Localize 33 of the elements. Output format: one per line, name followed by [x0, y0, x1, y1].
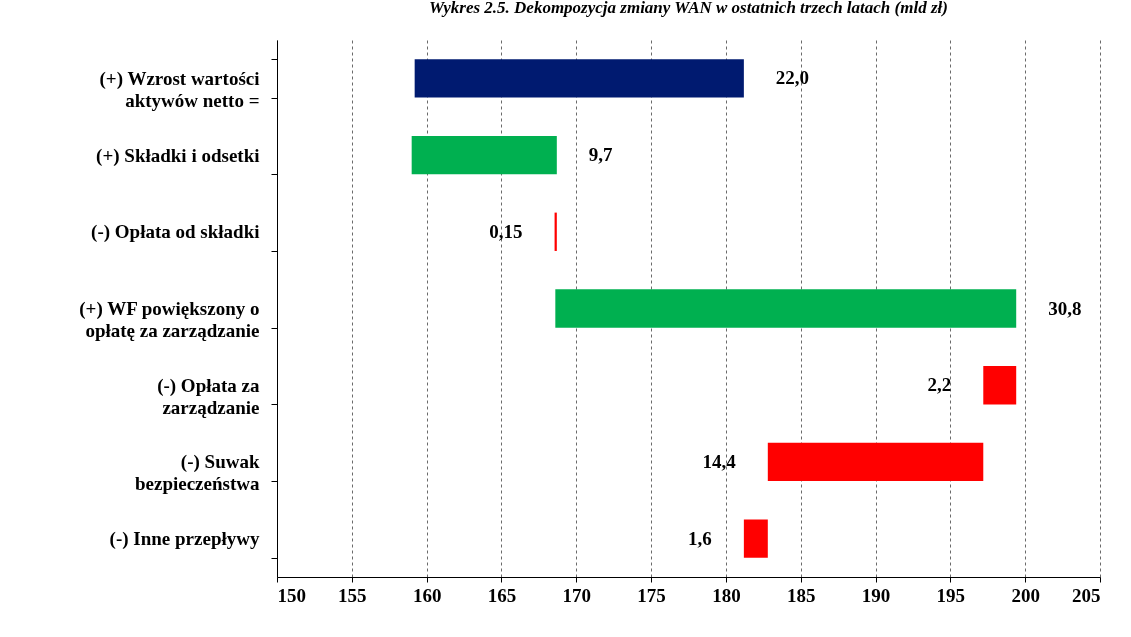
- x-tick-label: 160: [412, 584, 442, 606]
- data-label: 9,7: [588, 144, 614, 166]
- data-label: 2,2: [927, 374, 952, 396]
- x-tick-label: 180: [712, 584, 741, 606]
- data-label: 1,6: [688, 527, 712, 549]
- x-tick-label: 205: [1072, 584, 1101, 606]
- x-tick-label: 185: [786, 584, 816, 606]
- x-tick-label: 150: [277, 584, 306, 606]
- x-tick-label: 195: [936, 584, 966, 606]
- data-label: 30,8: [1048, 297, 1082, 319]
- bar: [983, 366, 1017, 405]
- y-tick-label: (-) Inne przepływy: [109, 528, 260, 551]
- x-tick-label: 170: [562, 584, 592, 606]
- chart-title: Wykres 2.5. Dekompozycja zmiany WAN w ostatnich trzech latach (mld zł): [429, 0, 948, 17]
- data-label: 14,4: [702, 450, 737, 472]
- bar: [411, 135, 557, 175]
- y-tick-label: (+) Wzrost wartości aktywów netto =: [99, 67, 260, 111]
- y-tick-label: (-) Opłata za zarządzanie: [157, 374, 260, 418]
- x-tick-label: 200: [1011, 584, 1040, 606]
- x-tick-label: 190: [861, 584, 891, 606]
- bar: [555, 289, 1017, 328]
- x-tick-label: 155: [338, 584, 367, 606]
- y-tick-label: (-) Opłata od składki: [91, 221, 260, 244]
- data-label: 22,0: [775, 67, 810, 89]
- y-tick-label: (+) Składki i odsetki: [96, 144, 260, 167]
- data-label: 0,15: [489, 220, 523, 242]
- x-tick-label: 165: [487, 584, 517, 606]
- x-tick-label: 175: [637, 584, 666, 606]
- bar: [743, 519, 768, 558]
- bar: [414, 59, 744, 98]
- y-tick-label: (+) WF powiększony o opłatę za zarządzanie: [79, 298, 260, 341]
- bar: [767, 442, 984, 482]
- y-tick-label: (-) Suwak bezpieczeństwa: [134, 451, 260, 495]
